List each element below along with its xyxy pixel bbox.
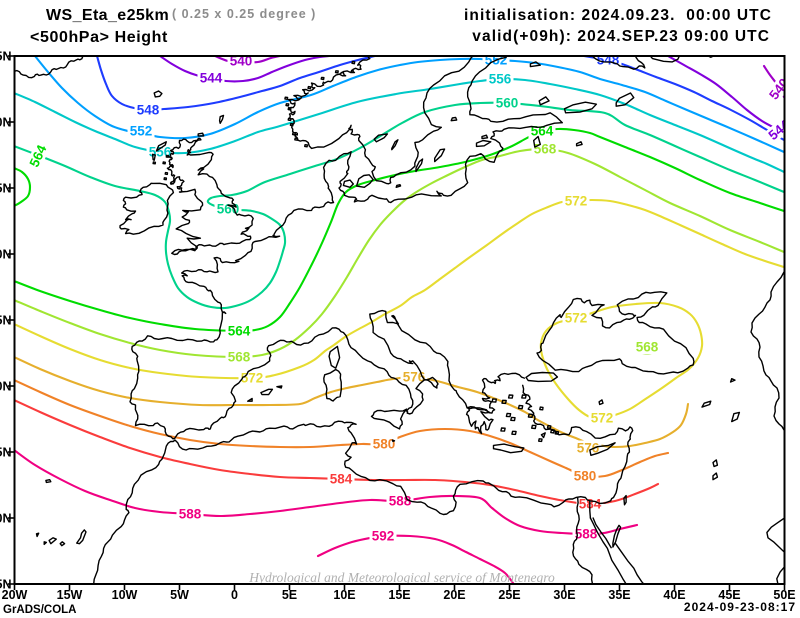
svg-text:45N: 45N	[0, 314, 12, 328]
svg-text:572: 572	[591, 411, 614, 426]
svg-text:588: 588	[389, 494, 412, 509]
svg-text:15W: 15W	[57, 588, 83, 602]
svg-text:<500hPa> Height: <500hPa> Height	[30, 29, 168, 46]
svg-text:580: 580	[373, 437, 396, 452]
svg-text:540: 540	[230, 54, 253, 69]
svg-text:564: 564	[531, 124, 554, 139]
svg-text:30N: 30N	[0, 512, 12, 526]
svg-text:40N: 40N	[0, 380, 12, 394]
svg-text:20E: 20E	[443, 588, 465, 602]
svg-text:( 0.25 x 0.25 degree ): ( 0.25 x 0.25 degree )	[172, 7, 316, 21]
svg-text:initialisation: 2024.09.23. 0: initialisation: 2024.09.23. 00:00 UTC	[464, 7, 772, 24]
svg-text:552: 552	[130, 124, 153, 139]
svg-text:584: 584	[330, 472, 353, 487]
svg-text:60N: 60N	[0, 116, 12, 130]
svg-text:0: 0	[231, 588, 238, 602]
svg-text:552: 552	[485, 53, 508, 68]
svg-text:45E: 45E	[718, 588, 740, 602]
svg-text:568: 568	[534, 142, 557, 157]
svg-text:GrADS/COLA: GrADS/COLA	[3, 604, 76, 616]
svg-text:5W: 5W	[170, 588, 189, 602]
svg-text:15E: 15E	[388, 588, 410, 602]
svg-text:5E: 5E	[282, 588, 297, 602]
svg-text:548: 548	[137, 103, 160, 118]
svg-text:30E: 30E	[553, 588, 575, 602]
svg-text:572: 572	[565, 194, 588, 209]
svg-text:35N: 35N	[0, 446, 12, 460]
svg-text:50N: 50N	[0, 248, 12, 262]
svg-text:576: 576	[403, 370, 426, 385]
svg-text:560: 560	[217, 202, 240, 217]
svg-text:560: 560	[496, 96, 519, 111]
svg-text:592: 592	[372, 529, 395, 544]
svg-text:40E: 40E	[663, 588, 685, 602]
svg-text:25N: 25N	[0, 578, 12, 592]
svg-text:556: 556	[489, 72, 512, 87]
svg-text:25E: 25E	[498, 588, 520, 602]
svg-text:588: 588	[179, 507, 202, 522]
svg-text:544: 544	[200, 71, 223, 86]
svg-text:588: 588	[575, 527, 598, 542]
svg-text:2024-09-23-08:17: 2024-09-23-08:17	[684, 600, 796, 614]
svg-text:564: 564	[228, 324, 251, 339]
svg-text:10W: 10W	[112, 588, 138, 602]
svg-text:580: 580	[574, 469, 597, 484]
svg-text:65N: 65N	[0, 50, 12, 64]
svg-text:Hydrological and Meteorologica: Hydrological and Meteorological service …	[248, 570, 555, 585]
svg-text:576: 576	[577, 441, 600, 456]
svg-text:WS_Eta_e25km: WS_Eta_e25km	[46, 7, 169, 24]
svg-text:572: 572	[241, 371, 264, 386]
svg-text:valid(+09h): 2024.SEP.23 09:00: valid(+09h): 2024.SEP.23 09:00 UTC	[472, 28, 770, 45]
svg-text:10E: 10E	[333, 588, 355, 602]
svg-text:572: 572	[565, 311, 588, 326]
svg-text:568: 568	[228, 350, 251, 365]
svg-text:50E: 50E	[773, 588, 795, 602]
svg-text:20W: 20W	[2, 588, 28, 602]
svg-text:35E: 35E	[608, 588, 630, 602]
svg-text:568: 568	[636, 340, 659, 355]
svg-text:55N: 55N	[0, 182, 12, 196]
